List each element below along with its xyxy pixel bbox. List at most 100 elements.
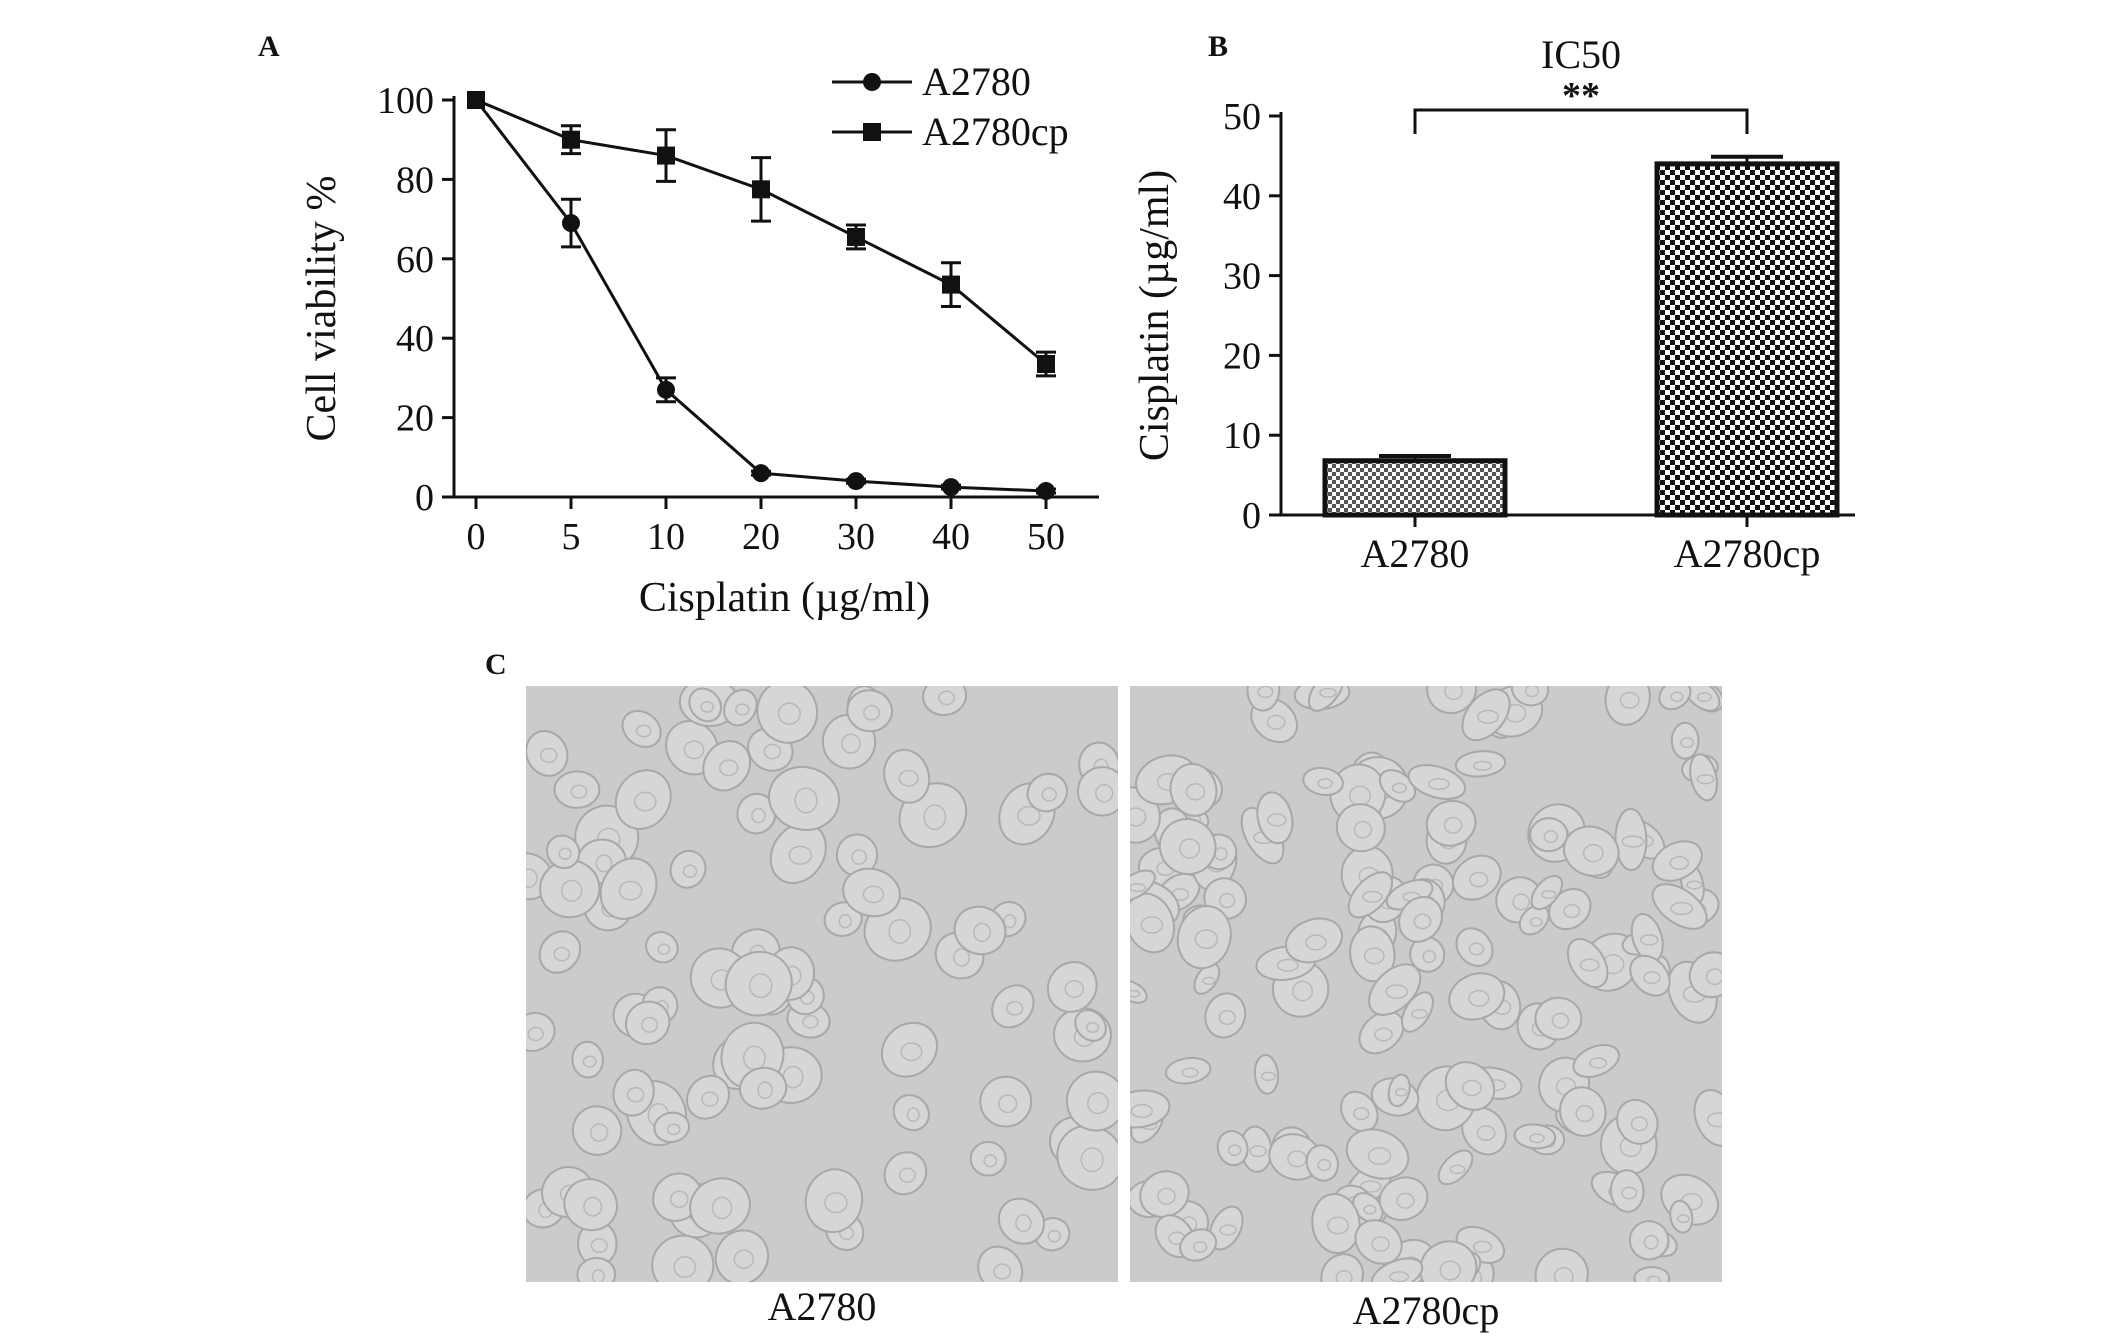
data-point-A2780cp — [657, 146, 675, 165]
cell-nucleus — [938, 690, 955, 706]
cell-nucleus — [1553, 1267, 1574, 1282]
cell-nucleus — [1363, 947, 1385, 965]
cell — [768, 765, 840, 831]
cell-nucleus — [558, 847, 572, 860]
cell-nucleus — [973, 922, 991, 943]
cell-nucleus — [751, 807, 766, 824]
cell-nucleus — [1468, 942, 1485, 956]
cell-nucleus — [682, 864, 698, 879]
y-tick-label: 40 — [396, 318, 434, 360]
micrograph-caption-a2780cp: A2780cp — [1352, 1288, 1500, 1333]
cell — [702, 740, 752, 792]
cell — [1451, 854, 1502, 901]
cell-nucleus — [862, 885, 885, 904]
cell — [553, 770, 601, 809]
cell-nucleus — [1219, 1224, 1237, 1236]
cell — [1689, 753, 1718, 802]
cell-nucleus — [1130, 883, 1146, 893]
y-tick-label: 10 — [1223, 415, 1261, 457]
cell-nucleus — [838, 913, 852, 929]
cell-nucleus — [1529, 1133, 1545, 1144]
cell-nucleus — [1015, 1214, 1032, 1233]
y-tick-label: 20 — [396, 398, 434, 440]
cell-nucleus — [526, 868, 538, 888]
cell — [1629, 954, 1671, 997]
cell — [1454, 750, 1507, 778]
cell — [997, 1197, 1045, 1245]
cell-nucleus — [657, 943, 671, 956]
cell-nucleus — [824, 1192, 848, 1214]
cell-nucleus — [1317, 778, 1333, 789]
cell-nucleus — [983, 1154, 998, 1168]
y-axis-label: Cell viability % — [299, 176, 345, 442]
cell-nucleus — [748, 973, 773, 999]
cell-nucleus — [1589, 1057, 1608, 1069]
cell — [1633, 1266, 1671, 1282]
cell-nucleus — [953, 948, 971, 967]
cell-nucleus — [1260, 1071, 1276, 1082]
cell-nucleus — [583, 1196, 603, 1217]
cell-nucleus — [1680, 737, 1695, 749]
cell-nucleus — [1563, 903, 1581, 919]
data-point-A2780 — [657, 380, 675, 399]
cell-nucleus — [1362, 890, 1383, 903]
data-point-A2780cp — [1037, 355, 1055, 374]
cell-nucleus — [898, 769, 919, 787]
cell-nucleus — [1439, 1260, 1461, 1281]
cell-nucleus — [1670, 691, 1684, 703]
cell — [1513, 1123, 1557, 1150]
cell — [1130, 869, 1156, 902]
bar-A2780 — [1322, 458, 1508, 518]
cell-nucleus — [1257, 686, 1274, 699]
cell-nucleus — [635, 724, 652, 738]
cell — [1139, 1170, 1190, 1218]
cell-nucleus — [1003, 914, 1017, 929]
data-point-A2780 — [1037, 482, 1055, 501]
cell-nucleus — [1140, 916, 1164, 934]
cell-nucleus — [1394, 1088, 1408, 1097]
ic50-bar-chart: 0 10 20 30 40 50 A2780 A2780cp **IC50 Cisplatin (… — [1132, 32, 1855, 576]
cell-nucleus — [1064, 979, 1084, 998]
cell-nucleus — [1621, 1186, 1638, 1200]
cell — [1307, 686, 1345, 712]
cell-nucleus — [590, 1238, 608, 1254]
cell — [1461, 688, 1511, 742]
cell — [576, 1256, 617, 1282]
cell-nucleus — [1696, 774, 1715, 785]
cell-nucleus — [1130, 807, 1147, 827]
cell-nucleus — [1621, 835, 1645, 848]
cell-nucleus — [1367, 1147, 1392, 1166]
cell-nucleus — [735, 703, 750, 716]
cell-nucleus — [1444, 686, 1463, 701]
chart-title: IC50 — [1541, 32, 1621, 77]
cell-nucleus — [1094, 784, 1114, 803]
cell — [1398, 896, 1443, 943]
panel-label-c: C — [485, 648, 507, 681]
cell-nucleus — [1541, 889, 1557, 900]
y-tick-label: 80 — [396, 159, 434, 201]
cell-nucleus — [1363, 1204, 1377, 1215]
cell — [991, 984, 1035, 1029]
cell-nucleus — [906, 1107, 920, 1122]
cell — [1253, 1054, 1279, 1095]
cell-nucleus — [998, 1094, 1018, 1114]
cell — [1056, 1124, 1118, 1191]
cell-nucleus — [757, 1081, 773, 1100]
cell — [1448, 972, 1506, 1021]
cell — [1130, 1089, 1171, 1129]
cell-nucleus — [1643, 1234, 1659, 1250]
cell — [538, 930, 582, 974]
cell — [1311, 1192, 1361, 1255]
cell-nucleus — [863, 704, 881, 721]
cell-nucleus — [561, 879, 583, 902]
cell — [599, 857, 658, 920]
cell — [1026, 772, 1069, 813]
cell-nucleus — [669, 1190, 689, 1208]
cell — [1246, 686, 1281, 712]
cell — [1684, 686, 1721, 712]
cell — [1670, 721, 1700, 760]
data-point-A2780cp — [562, 130, 580, 149]
cell-nucleus — [1335, 1270, 1353, 1282]
cell — [653, 1111, 690, 1144]
cell-nucleus — [618, 880, 643, 901]
